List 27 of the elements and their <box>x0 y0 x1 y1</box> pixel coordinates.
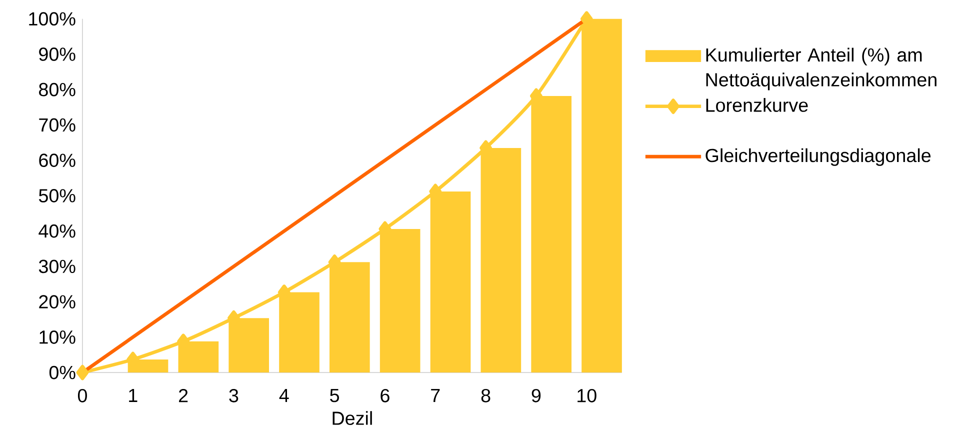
x-tick-label: 1 <box>129 388 138 402</box>
legend-label: Gleichverteilungsdiagonale <box>706 148 931 166</box>
y-tick-label: 30% <box>38 260 76 274</box>
x-tick-label: 6 <box>380 388 390 402</box>
x-axis-title: Dezil <box>332 411 372 425</box>
y-tick-label: 0% <box>49 366 76 380</box>
x-tick-label: 8 <box>481 388 490 402</box>
legend-label: Kumulierter Anteil (%) am Nettoäquivalenzeinkommen <box>706 48 936 90</box>
x-tick-label: 0 <box>78 388 87 402</box>
x-tick-label: 3 <box>229 388 238 402</box>
y-tick-label: 50% <box>38 188 76 202</box>
x-tick-label: 10 <box>578 388 596 402</box>
x-tick-label: 5 <box>330 388 339 402</box>
y-tick-label: 20% <box>39 295 76 308</box>
y-tick-label: 100% <box>29 12 76 26</box>
x-tick-label: 4 <box>279 388 289 402</box>
y-tick-label: 90% <box>39 48 76 61</box>
legend-label: Lorenzkurve <box>706 98 808 112</box>
point <box>76 364 89 380</box>
y-tick-label: 80% <box>39 82 76 96</box>
x-tick-label: 9 <box>532 388 541 402</box>
x-tick-label: 7 <box>431 388 440 402</box>
x-tick-label: 2 <box>179 388 188 402</box>
y-tick-label: 10% <box>40 330 76 344</box>
y-tick-label: 40% <box>38 224 76 238</box>
y-tick-label: 70% <box>39 118 76 132</box>
y-tick-label: 60% <box>39 154 76 167</box>
